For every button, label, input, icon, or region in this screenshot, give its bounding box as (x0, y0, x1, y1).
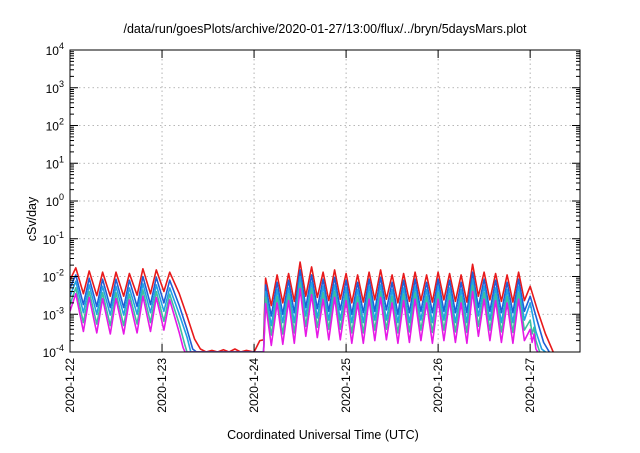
series-layer (70, 261, 554, 352)
y-tick-label: 104 (46, 41, 64, 58)
y-tick-label: 103 (46, 79, 64, 96)
series-line-2 (70, 269, 550, 352)
y-tick-label: 10-3 (43, 305, 64, 322)
y-tick-label: 101 (46, 154, 64, 171)
x-tick-label: 2020-1-26 (431, 358, 445, 413)
y-tick-label: 10-4 (43, 343, 64, 360)
y-tick-label: 10-1 (43, 230, 64, 247)
x-tick-label: 2020-1-25 (339, 358, 353, 413)
y-axis-title: cSv/day (25, 196, 39, 241)
series-line-4 (70, 281, 541, 352)
x-tick-label: 2020-1-22 (63, 358, 77, 413)
y-tick-label: 100 (46, 192, 64, 209)
series-line-1 (70, 261, 554, 352)
grid (70, 50, 580, 352)
x-axis: 2020-1-22 2020-1-23 2020-1-24 2020-1-25 2020… (63, 50, 537, 413)
x-axis-title: Coordinated Universal Time (UTC) (227, 428, 419, 442)
y-tick-label: 10-2 (43, 268, 64, 285)
series-line-5 (70, 287, 539, 352)
x-tick-label: 2020-1-24 (247, 358, 261, 413)
chart-title: /data/run/goesPlots/archive/2020-01-27/1… (123, 22, 527, 36)
series-line-3 (70, 275, 546, 352)
y-axis: 10-4 10-3 10-2 10-1 100 101 102 103 104 (43, 41, 580, 360)
y-tick-label: 102 (46, 117, 64, 134)
x-tick-label: 2020-1-23 (155, 358, 169, 413)
x-tick-label: 2020-1-27 (523, 358, 537, 413)
